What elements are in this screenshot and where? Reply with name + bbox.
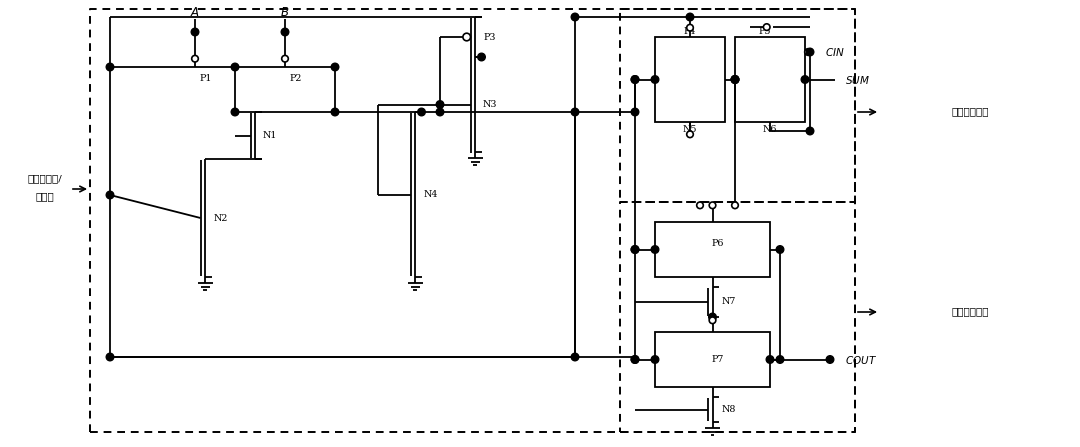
Bar bbox=[654, 222, 770, 277]
Text: N1: N1 bbox=[262, 131, 278, 140]
Text: N6: N6 bbox=[762, 125, 778, 134]
Circle shape bbox=[282, 55, 288, 62]
Text: 进位输出电路: 进位输出电路 bbox=[951, 308, 989, 316]
Circle shape bbox=[477, 53, 485, 61]
Text: P2: P2 bbox=[289, 73, 301, 83]
Text: $B$: $B$ bbox=[281, 5, 289, 18]
Text: N7: N7 bbox=[721, 298, 735, 307]
Circle shape bbox=[191, 28, 199, 36]
Text: P6: P6 bbox=[712, 239, 724, 248]
Circle shape bbox=[764, 24, 770, 30]
Circle shape bbox=[806, 48, 814, 56]
Circle shape bbox=[777, 246, 784, 253]
Circle shape bbox=[801, 76, 809, 83]
Circle shape bbox=[192, 55, 199, 62]
Circle shape bbox=[651, 356, 659, 363]
Text: N5: N5 bbox=[683, 125, 698, 134]
Text: P7: P7 bbox=[712, 355, 724, 364]
Circle shape bbox=[631, 246, 638, 253]
Circle shape bbox=[631, 246, 638, 253]
Circle shape bbox=[332, 108, 339, 116]
Text: N8: N8 bbox=[721, 405, 735, 414]
Circle shape bbox=[651, 246, 659, 253]
Circle shape bbox=[631, 76, 638, 83]
Circle shape bbox=[805, 49, 811, 55]
Circle shape bbox=[631, 76, 638, 83]
Circle shape bbox=[281, 28, 288, 36]
Circle shape bbox=[631, 356, 638, 363]
Circle shape bbox=[231, 108, 239, 116]
Circle shape bbox=[687, 131, 693, 138]
Text: P4: P4 bbox=[684, 26, 697, 35]
Circle shape bbox=[651, 76, 659, 83]
Circle shape bbox=[463, 33, 471, 41]
Text: $SUM$: $SUM$ bbox=[845, 73, 869, 85]
Circle shape bbox=[731, 76, 739, 83]
Circle shape bbox=[106, 63, 113, 71]
Circle shape bbox=[732, 202, 739, 209]
Circle shape bbox=[708, 313, 716, 321]
Circle shape bbox=[631, 356, 638, 363]
Text: $CIN$: $CIN$ bbox=[825, 46, 845, 58]
Circle shape bbox=[106, 353, 113, 361]
Circle shape bbox=[697, 202, 703, 209]
Circle shape bbox=[826, 356, 834, 363]
Circle shape bbox=[571, 108, 579, 116]
Bar bbox=[735, 37, 805, 122]
Circle shape bbox=[631, 108, 638, 116]
Text: 本位求和电路: 本位求和电路 bbox=[951, 107, 989, 117]
Circle shape bbox=[418, 108, 426, 116]
Bar bbox=[654, 332, 770, 387]
Circle shape bbox=[686, 13, 693, 21]
Circle shape bbox=[231, 63, 239, 71]
Circle shape bbox=[710, 202, 716, 209]
Circle shape bbox=[806, 127, 814, 135]
Circle shape bbox=[332, 63, 339, 71]
Circle shape bbox=[571, 353, 579, 361]
Circle shape bbox=[106, 191, 113, 199]
Text: P3: P3 bbox=[484, 33, 496, 42]
Text: $A$: $A$ bbox=[190, 5, 200, 18]
Text: 正反馈异或/: 正反馈异或/ bbox=[28, 174, 63, 184]
Circle shape bbox=[687, 25, 693, 31]
Text: N4: N4 bbox=[423, 190, 438, 199]
Circle shape bbox=[731, 76, 739, 83]
Circle shape bbox=[710, 317, 716, 324]
Circle shape bbox=[777, 356, 784, 363]
Text: 同或门: 同或门 bbox=[36, 193, 54, 202]
Circle shape bbox=[571, 13, 579, 21]
Circle shape bbox=[436, 101, 444, 108]
Text: $COUT$: $COUT$ bbox=[845, 354, 877, 366]
Text: N3: N3 bbox=[483, 100, 497, 109]
Circle shape bbox=[731, 76, 739, 83]
Bar bbox=[654, 37, 725, 122]
Text: P5: P5 bbox=[759, 26, 771, 35]
Circle shape bbox=[766, 356, 773, 363]
Text: N2: N2 bbox=[214, 214, 228, 223]
Text: P1: P1 bbox=[199, 73, 212, 83]
Circle shape bbox=[436, 108, 444, 116]
